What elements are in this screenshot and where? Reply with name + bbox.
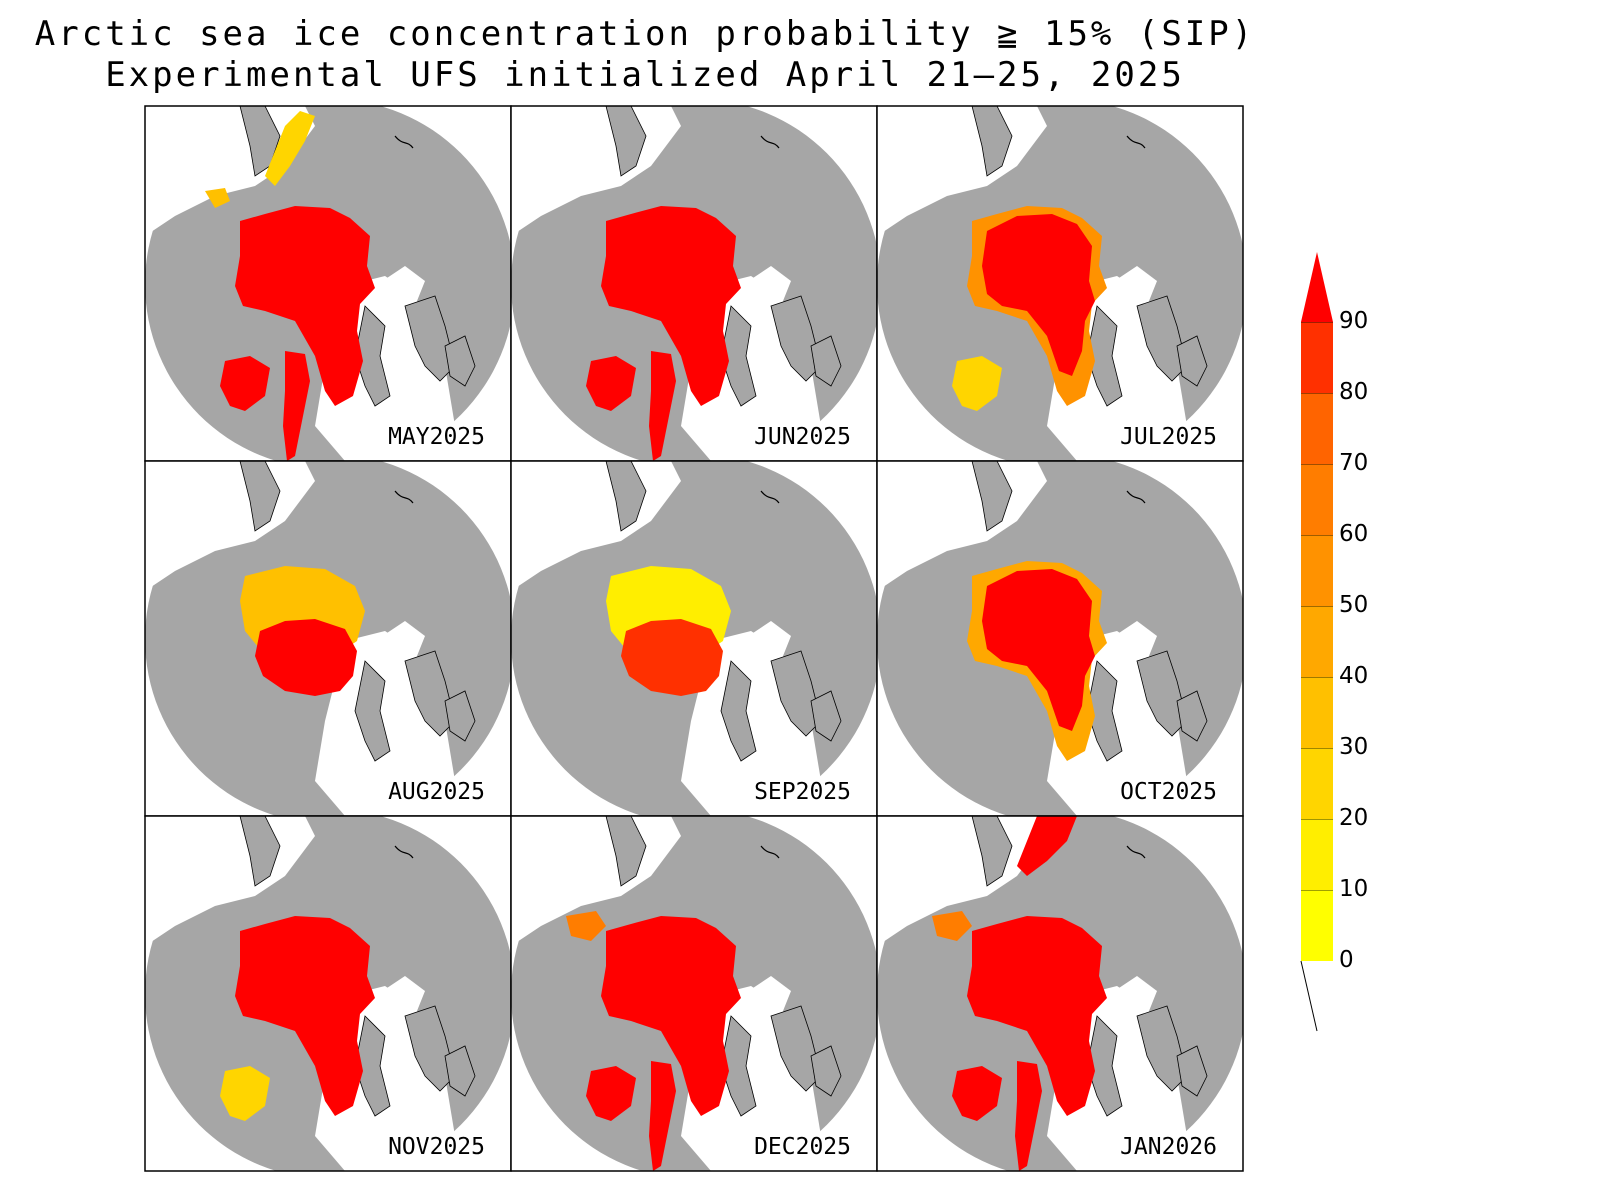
panel-label: JUL2025: [1120, 424, 1217, 450]
panel-label: JAN2026: [1120, 1134, 1217, 1160]
colorbar-segment: [1301, 677, 1333, 748]
panel-label: NOV2025: [388, 1134, 485, 1160]
colorbar-tick-label: 80: [1339, 379, 1369, 405]
map-panel-dec2025: DEC2025: [510, 815, 878, 1172]
colorbar-segment: [1301, 535, 1333, 606]
figure-title: Arctic sea ice concentration probability…: [34, 14, 1256, 54]
colorbar-segment: [1301, 322, 1333, 393]
colorbar-segment: [1301, 393, 1333, 464]
colorbar-tick-label: 90: [1339, 308, 1369, 334]
colorbar: [1300, 252, 1333, 1032]
colorbar-segment: [1301, 748, 1333, 819]
panel-label: DEC2025: [754, 1134, 851, 1160]
colorbar-arrow-top: [1301, 252, 1333, 322]
colorbar-tick-label: 60: [1339, 521, 1369, 547]
map-panel-sep2025: SEP2025: [510, 460, 878, 817]
panel-label: SEP2025: [754, 779, 851, 805]
map-panel-may2025: MAY2025: [144, 105, 512, 462]
colorbar-segment: [1301, 819, 1333, 890]
map-panel-oct2025: OCT2025: [876, 460, 1244, 817]
panel-label: OCT2025: [1120, 779, 1217, 805]
colorbar-arrow-bottom: [1300, 960, 1318, 1032]
figure-subtitle: Experimental UFS initialized April 21–25…: [105, 55, 1185, 95]
map-panel-aug2025: AUG2025: [144, 460, 512, 817]
colorbar-tick-label: 30: [1339, 734, 1369, 760]
colorbar-segment: [1301, 890, 1333, 961]
colorbar-segment: [1301, 464, 1333, 535]
colorbar-segment: [1301, 606, 1333, 677]
map-panel-jun2025: JUN2025: [510, 105, 878, 462]
map-panel-jan2026: JAN2026: [876, 815, 1244, 1172]
colorbar-tick-label: 70: [1339, 450, 1369, 476]
map-panel-nov2025: NOV2025: [144, 815, 512, 1172]
colorbar-tick-label: 20: [1339, 805, 1369, 831]
colorbar-tick-label: 0: [1339, 947, 1354, 973]
colorbar-tick-label: 50: [1339, 592, 1369, 618]
colorbar-tick-label: 10: [1339, 876, 1369, 902]
panel-label: AUG2025: [388, 779, 485, 805]
panel-label: JUN2025: [754, 424, 851, 450]
map-panel-jul2025: JUL2025: [876, 105, 1244, 462]
panel-label: MAY2025: [388, 424, 485, 450]
colorbar-tick-label: 40: [1339, 663, 1369, 689]
